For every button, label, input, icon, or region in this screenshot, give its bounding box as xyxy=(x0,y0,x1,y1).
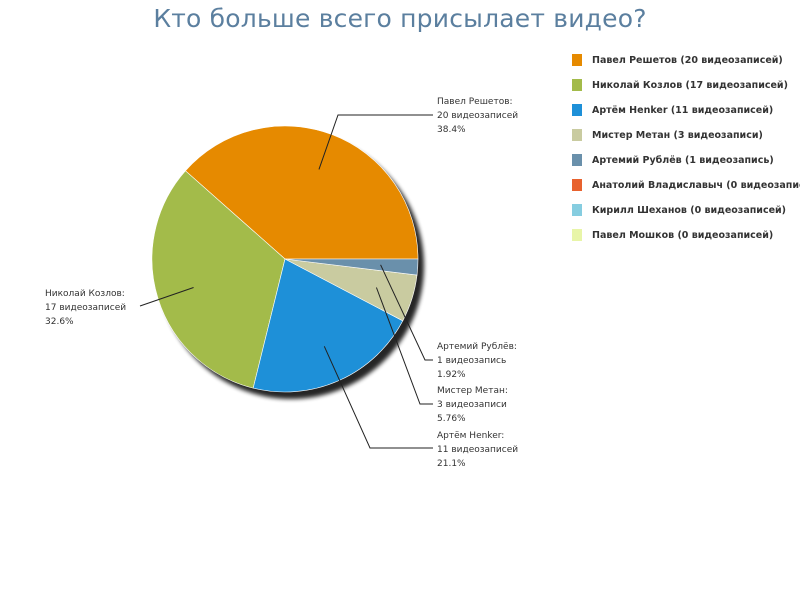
slice-label-line: 38.4% xyxy=(437,125,466,135)
legend-label: Артём Henker (11 видеозаписей) xyxy=(592,105,774,116)
legend-label: Анатолий Владиславыч (0 видеозаписей) xyxy=(592,180,800,191)
leader-line-1 xyxy=(318,114,433,170)
chart-title: Кто больше всего присылает видео? xyxy=(153,4,647,33)
legend-swatch xyxy=(572,179,582,191)
slice-label-line: 20 видеозаписей xyxy=(437,111,518,121)
legend-item: Анатолий Владиславыч (0 видеозаписей) xyxy=(572,179,800,204)
legend-item: Артём Henker (11 видеозаписей) xyxy=(572,104,800,129)
legend-swatch xyxy=(572,204,582,216)
legend-swatch xyxy=(572,54,582,66)
legend-label: Павел Решетов (20 видеозаписей) xyxy=(592,55,783,66)
leader-lines xyxy=(139,114,433,449)
slice-label-line: 21.1% xyxy=(437,459,466,469)
legend-item: Николай Козлов (17 видеозаписей) xyxy=(572,79,800,104)
legend: Павел Решетов (20 видеозаписей) Николай К… xyxy=(572,54,800,254)
leader-line-4 xyxy=(375,287,433,405)
legend-label: Павел Мошков (0 видеозаписей) xyxy=(592,230,774,241)
slice-label-line: Павел Решетов: xyxy=(437,97,513,107)
slice-labels: Павел Решетов: 20 видеозаписей 38.4% Никола… xyxy=(45,97,518,469)
legend-item: Павел Решетов (20 видеозаписей) xyxy=(572,54,800,79)
leader-line-2 xyxy=(139,287,194,307)
slice-label-line: 32.6% xyxy=(45,317,74,327)
pie-slice-1 xyxy=(185,125,419,260)
legend-label: Николай Козлов (17 видеозаписей) xyxy=(592,80,788,91)
slice-label-line: 1 видеозапись xyxy=(437,356,506,366)
pie-slice-5 xyxy=(284,258,419,276)
slice-label-2: Николай Козлов: 17 видеозаписей 32.6% xyxy=(45,289,126,327)
legend-label: Артемий Рублёв (1 видеозапись) xyxy=(592,155,774,166)
leader-line-3 xyxy=(323,346,433,449)
legend-item: Мистер Метан (3 видеозаписи) xyxy=(572,129,800,154)
slice-label-4: Мистер Метан: 3 видеозаписи 5.76% xyxy=(437,386,508,424)
slice-label-line: 11 видеозаписей xyxy=(437,445,518,455)
legend-swatch xyxy=(572,79,582,91)
pie-slices xyxy=(151,125,419,393)
legend-item: Кирилл Шеханов (0 видеозаписей) xyxy=(572,204,800,229)
slice-label-1: Павел Решетов: 20 видеозаписей 38.4% xyxy=(437,97,518,135)
legend-item: Артемий Рублёв (1 видеозапись) xyxy=(572,154,800,179)
slice-label-3: Артём Henker: 11 видеозаписей 21.1% xyxy=(437,431,518,469)
slice-label-line: 1.92% xyxy=(437,370,466,380)
legend-swatch xyxy=(572,229,582,241)
legend-item: Павел Мошков (0 видеозаписей) xyxy=(572,229,800,254)
slice-label-line: Николай Козлов: xyxy=(45,289,125,299)
legend-swatch xyxy=(572,104,582,116)
slice-label-line: 5.76% xyxy=(437,414,466,424)
legend-swatch xyxy=(572,154,582,166)
legend-label: Кирилл Шеханов (0 видеозаписей) xyxy=(592,205,787,216)
slice-label-line: Мистер Метан: xyxy=(437,386,508,396)
slice-label-line: 17 видеозаписей xyxy=(45,303,126,313)
slice-label-line: Артём Henker: xyxy=(437,431,504,441)
slice-label-5: Артемий Рублёв: 1 видеозапись 1.92% xyxy=(437,342,517,380)
pie-slice-2 xyxy=(151,170,286,389)
leader-line-5 xyxy=(380,264,433,361)
legend-swatch xyxy=(572,129,582,141)
slice-label-line: Артемий Рублёв: xyxy=(437,342,517,352)
legend-label: Мистер Метан (3 видеозаписи) xyxy=(592,130,763,141)
slice-label-line: 3 видеозаписи xyxy=(437,400,507,410)
